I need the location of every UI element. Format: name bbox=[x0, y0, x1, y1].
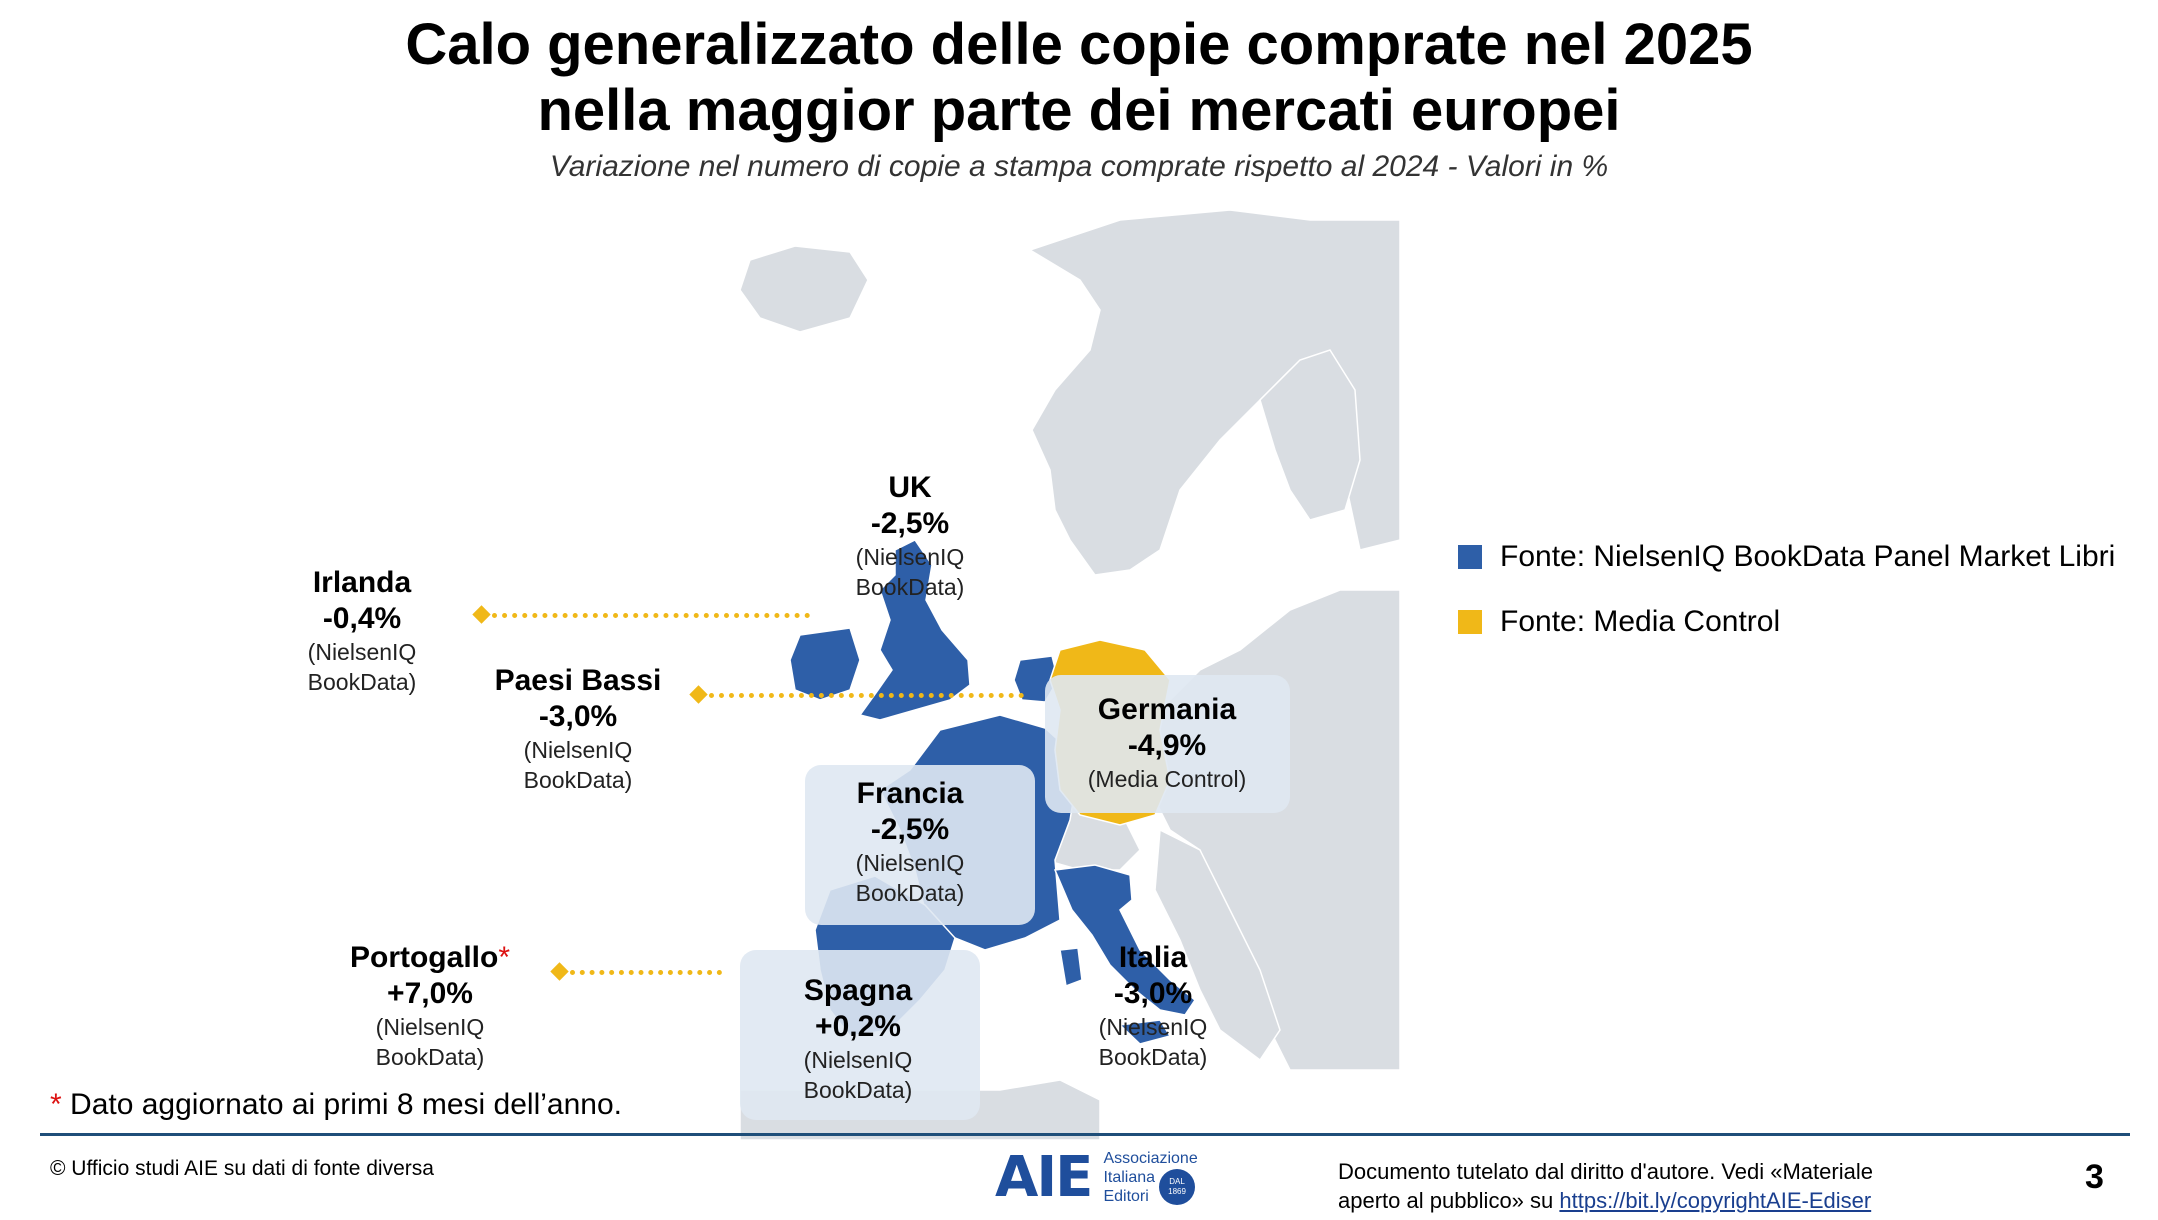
footnote-marker: * bbox=[50, 1088, 62, 1121]
copyright-line-2: aperto al pubblico» su https://bit.ly/co… bbox=[1338, 1186, 1873, 1215]
country-value: -3,0% bbox=[1113, 977, 1193, 1010]
country-value: -2,5% bbox=[870, 507, 950, 540]
country-source: (Media Control) bbox=[1087, 766, 1247, 792]
logo-line: Editori bbox=[1103, 1188, 1149, 1205]
footnote-marker: * bbox=[498, 941, 511, 974]
map-iceland bbox=[739, 245, 869, 333]
country-source: (NielsenIQ bbox=[375, 1014, 485, 1040]
copyright-link[interactable]: https://bit.ly/copyrightAIE-Ediser bbox=[1559, 1188, 1872, 1213]
footnote: * Dato aggiornato ai primi 8 mesi dell’a… bbox=[50, 1088, 622, 1122]
label-portogallo: Portogallo* +7,0% (NielsenIQ BookData) bbox=[300, 940, 560, 1072]
legend-swatch-yellow bbox=[1458, 610, 1482, 634]
country-value: -0,4% bbox=[322, 602, 402, 635]
copyright-line: Documento tutelato dal diritto d'autore.… bbox=[1338, 1159, 1873, 1184]
page-number: 3 bbox=[2085, 1158, 2104, 1196]
logo-badge: DAL 1869 bbox=[1159, 1169, 1196, 1205]
legend-media-control: Fonte: Media Control bbox=[1458, 605, 1780, 639]
spagna-label-box bbox=[740, 950, 980, 1120]
country-name: Paesi Bassi bbox=[494, 664, 662, 697]
map-sicily bbox=[1118, 1019, 1172, 1045]
country-source: BookData) bbox=[307, 669, 417, 695]
country-source: BookData) bbox=[375, 1044, 485, 1070]
country-source: (NielsenIQ bbox=[855, 850, 965, 876]
country-source: (NielsenIQ bbox=[523, 737, 633, 763]
aie-logo: AIE Associazione Italiana Editori DAL 186… bbox=[995, 1145, 1198, 1210]
country-source: BookData) bbox=[803, 1077, 913, 1103]
country-source: BookData) bbox=[855, 574, 965, 600]
copyright-notice: Documento tutelato dal diritto d'autore.… bbox=[1338, 1157, 1873, 1215]
copyright-text: aperto al pubblico» su bbox=[1338, 1188, 1554, 1213]
label-paesi-bassi: Paesi Bassi -3,0% (NielsenIQ BookData) bbox=[448, 663, 708, 795]
connector-portogallo bbox=[570, 970, 722, 975]
logo-line: Associazione bbox=[1103, 1150, 1198, 1167]
title-line-2: nella maggior parte dei mercati europei bbox=[537, 78, 1621, 143]
country-value: -3,0% bbox=[538, 700, 618, 733]
connector-irlanda bbox=[492, 613, 810, 618]
title-line-1: Calo generalizzato delle copie comprate … bbox=[405, 12, 1753, 77]
logo-line-row: Italiana Editori DAL 1869 bbox=[1103, 1168, 1197, 1206]
map-finland bbox=[1259, 349, 1361, 521]
label-irlanda: Irlanda -0,4% (NielsenIQ BookData) bbox=[232, 565, 492, 697]
label-spagna: Spagna +0,2% (NielsenIQ BookData) bbox=[728, 973, 988, 1105]
legend-swatch-blue bbox=[1458, 545, 1482, 569]
map-ireland bbox=[789, 627, 861, 701]
footnote-text: Dato aggiornato ai primi 8 mesi dell’ann… bbox=[70, 1088, 622, 1121]
map-balkans bbox=[1154, 828, 1281, 1062]
label-italia: Italia -3,0% (NielsenIQ BookData) bbox=[1023, 940, 1283, 1072]
map-scandinavia bbox=[1028, 210, 1400, 576]
label-uk: UK -2,5% (NielsenIQ BookData) bbox=[780, 470, 1040, 602]
country-name: Irlanda bbox=[312, 566, 412, 599]
country-source: BookData) bbox=[523, 767, 633, 793]
country-source: (NielsenIQ bbox=[855, 544, 965, 570]
footer-divider bbox=[40, 1133, 2130, 1136]
page-title: Calo generalizzato delle copie comprate … bbox=[0, 12, 2158, 144]
map-uk bbox=[858, 539, 971, 721]
country-source: (NielsenIQ bbox=[307, 639, 417, 665]
country-name: Spagna bbox=[803, 974, 913, 1007]
badge-line: DAL bbox=[1169, 1177, 1185, 1186]
label-francia: Francia -2,5% (NielsenIQ BookData) bbox=[780, 776, 1040, 908]
germania-label-box bbox=[1045, 675, 1290, 813]
country-source: BookData) bbox=[1098, 1044, 1208, 1070]
country-source: (NielsenIQ bbox=[1098, 1014, 1208, 1040]
country-name: Portogallo* bbox=[300, 940, 560, 976]
page-subtitle: Variazione nel numero di copie a stampa … bbox=[549, 150, 1609, 183]
map-italy bbox=[1053, 864, 1197, 1016]
legend-label: Fonte: Media Control bbox=[1500, 605, 1781, 638]
logo-line: Italiana bbox=[1103, 1169, 1156, 1186]
country-value: -4,9% bbox=[1127, 729, 1207, 762]
country-name: Francia bbox=[856, 777, 964, 810]
map-sardinia bbox=[1059, 947, 1083, 988]
country-value: -2,5% bbox=[870, 813, 950, 846]
legend-label: Fonte: NielsenIQ BookData Panel Market L… bbox=[1500, 540, 2116, 573]
country-value: +7,0% bbox=[387, 977, 473, 1010]
country-name: Germania bbox=[1097, 693, 1237, 726]
country-name-text: Portogallo bbox=[349, 941, 499, 974]
legend-nielsen: Fonte: NielsenIQ BookData Panel Market L… bbox=[1458, 540, 2115, 574]
francia-label-box bbox=[805, 765, 1035, 925]
connector-paesi-bassi bbox=[709, 693, 1024, 698]
logo-mark: AIE bbox=[995, 1145, 1093, 1210]
country-value: +0,2% bbox=[815, 1010, 901, 1043]
badge-line: 1869 bbox=[1168, 1187, 1186, 1196]
label-germania: Germania -4,9% (Media Control) bbox=[1037, 692, 1297, 794]
footer-source: © Ufficio studi AIE su dati di fonte div… bbox=[50, 1157, 434, 1180]
country-name: UK bbox=[888, 471, 932, 504]
country-source: BookData) bbox=[855, 880, 965, 906]
country-name: Italia bbox=[1118, 941, 1188, 974]
country-source: (NielsenIQ bbox=[803, 1047, 913, 1073]
logo-text: Associazione Italiana Editori DAL 1869 bbox=[1103, 1149, 1198, 1206]
